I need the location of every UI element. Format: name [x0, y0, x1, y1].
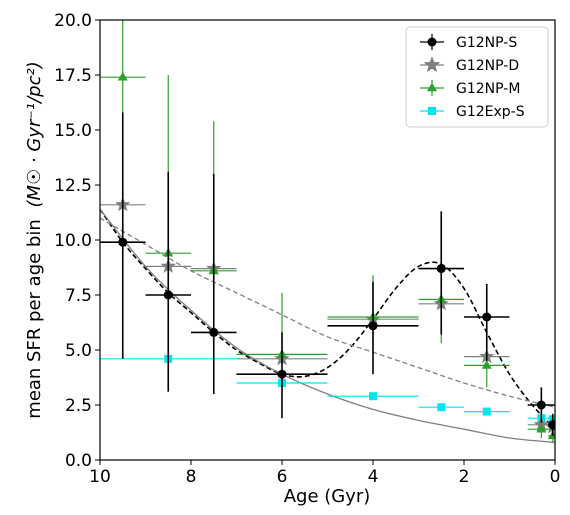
y-tick-label: 15.0 [54, 121, 92, 141]
data-point [482, 312, 492, 322]
legend-marker [428, 107, 436, 115]
data-point [209, 327, 219, 337]
legend: G12NP-S G12NP-D G12NP-M G12Exp-S [405, 26, 549, 128]
y-tick-label: 5.0 [65, 341, 92, 361]
data-point [118, 237, 128, 247]
legend-entry: G12NP-S [420, 34, 517, 51]
data-point [482, 407, 491, 416]
x-tick-label: 4 [368, 467, 379, 487]
y-tick-label: 17.5 [54, 66, 92, 86]
data-point [368, 321, 378, 331]
x-tick-label: 10 [89, 467, 111, 487]
curves-layer [100, 208, 555, 444]
data-point [548, 415, 555, 424]
y-axis-label: mean SFR per age bin (M☉ · Gyr⁻¹/pc²) [24, 61, 45, 418]
model-curve-2 [100, 208, 555, 444]
y-axis-label-units: (M☉ · Gyr⁻¹/pc²) [24, 61, 45, 207]
legend-entry: G12Exp-S [420, 104, 525, 120]
x-axis-label: Age (Gyr) [284, 486, 371, 507]
legend-marker [423, 56, 441, 73]
data-point [481, 359, 492, 369]
series-layer [100, 20, 555, 443]
y-tick-label: 10.0 [54, 231, 92, 251]
data-point [437, 403, 446, 412]
y-axis-label-group: mean SFR per age bin (M☉ · Gyr⁻¹/pc²) [24, 61, 45, 418]
data-point [369, 392, 377, 401]
legend-label: G12NP-D [456, 58, 519, 74]
legend-frame [405, 26, 549, 128]
data-point [117, 71, 128, 81]
y-tick-label: 2.5 [65, 396, 92, 416]
data-point [436, 264, 446, 274]
y-tick-label: 20.0 [54, 11, 92, 31]
legend-entry: G12NP-D [420, 56, 519, 74]
y-tick-label: 7.5 [65, 286, 92, 306]
y-tick-label: 12.5 [54, 176, 92, 196]
data-point [536, 400, 546, 410]
legend-marker [427, 37, 437, 47]
y-axis-label-main: mean SFR per age bin [24, 219, 45, 419]
x-tick-label: 2 [459, 467, 470, 487]
data-point [277, 369, 287, 379]
x-tick-label: 6 [277, 467, 288, 487]
legend-marker [427, 82, 437, 92]
x-tick-label: 8 [186, 467, 197, 487]
data-point [536, 423, 547, 433]
data-point [548, 420, 555, 430]
legend-label: G12NP-S [456, 35, 517, 51]
series-g12np-s [100, 112, 555, 436]
x-tick-label: 0 [550, 467, 561, 487]
model-curve-0 [100, 208, 555, 430]
ticks-layer: 10 8 6 4 2 0 0.0 2.5 5.0 7.5 10.0 12.5 15.0 17.5 20.0 [54, 11, 560, 487]
legend-label: G12Exp-S [456, 104, 525, 120]
model-curve-1 [100, 217, 555, 408]
legend-entry: G12NP-M [420, 80, 520, 97]
y-tick-label: 0.0 [65, 451, 92, 471]
legend-label: G12NP-M [456, 81, 520, 97]
data-point [163, 290, 173, 300]
